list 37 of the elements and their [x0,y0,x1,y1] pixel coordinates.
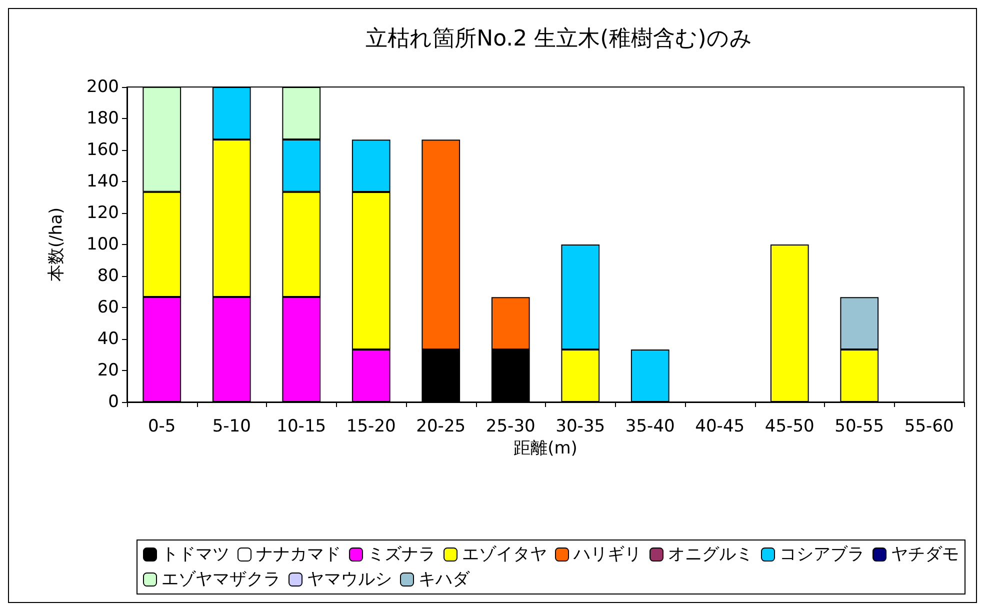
y-tick-label: 180 [86,108,119,128]
x-tick-label: 30-35 [556,416,606,436]
legend-label: ヤマウルシ [307,570,392,590]
y-tick-label: 40 [97,329,119,349]
chart-title: 立枯れ箇所No.2 生立木(稚樹含む)のみ [366,26,752,52]
legend-label: オニグルミ [668,544,753,564]
legend-label: トドマツ [162,544,230,564]
y-tick-label: 160 [86,140,119,160]
x-tick-label: 40-45 [695,416,745,436]
x-tick-label: 15-20 [346,416,396,436]
x-tick-label: 45-50 [764,416,814,436]
y-tick-label: 0 [108,392,119,412]
x-tick-label: 25-30 [486,416,536,436]
y-tick-label: 20 [97,360,119,380]
x-axis-title: 距離(m) [514,438,578,458]
y-tick-label: 200 [86,77,119,97]
x-tick-label: 55-60 [904,416,954,436]
legend-label: エゾヤマザクラ [162,570,280,590]
y-axis-title: 本数(/ha) [46,207,66,282]
y-tick-label: 100 [86,234,119,254]
legend-label: ハリギリ [572,544,642,564]
legend-label: コシアブラ [780,544,864,564]
x-tick-label: 35-40 [625,416,675,436]
legend-label: キハダ [418,570,470,590]
y-tick-label: 60 [97,298,119,318]
y-tick-label: 140 [86,172,119,192]
x-tick-label: 0-5 [148,416,176,436]
x-tick-label: 20-25 [416,416,466,436]
x-tick-label: 5-10 [212,416,251,436]
y-tick-label: 120 [86,203,119,223]
legend-label: ナナカマド [256,544,341,564]
legend-label: エゾイタヤ [462,544,547,564]
y-tick-label: 80 [97,266,119,286]
legend-label: ヤチダモ [891,544,959,564]
x-tick-label: 10-15 [276,416,326,436]
x-tick-label: 50-55 [834,416,884,436]
legend-label: ミズナラ [368,544,436,564]
